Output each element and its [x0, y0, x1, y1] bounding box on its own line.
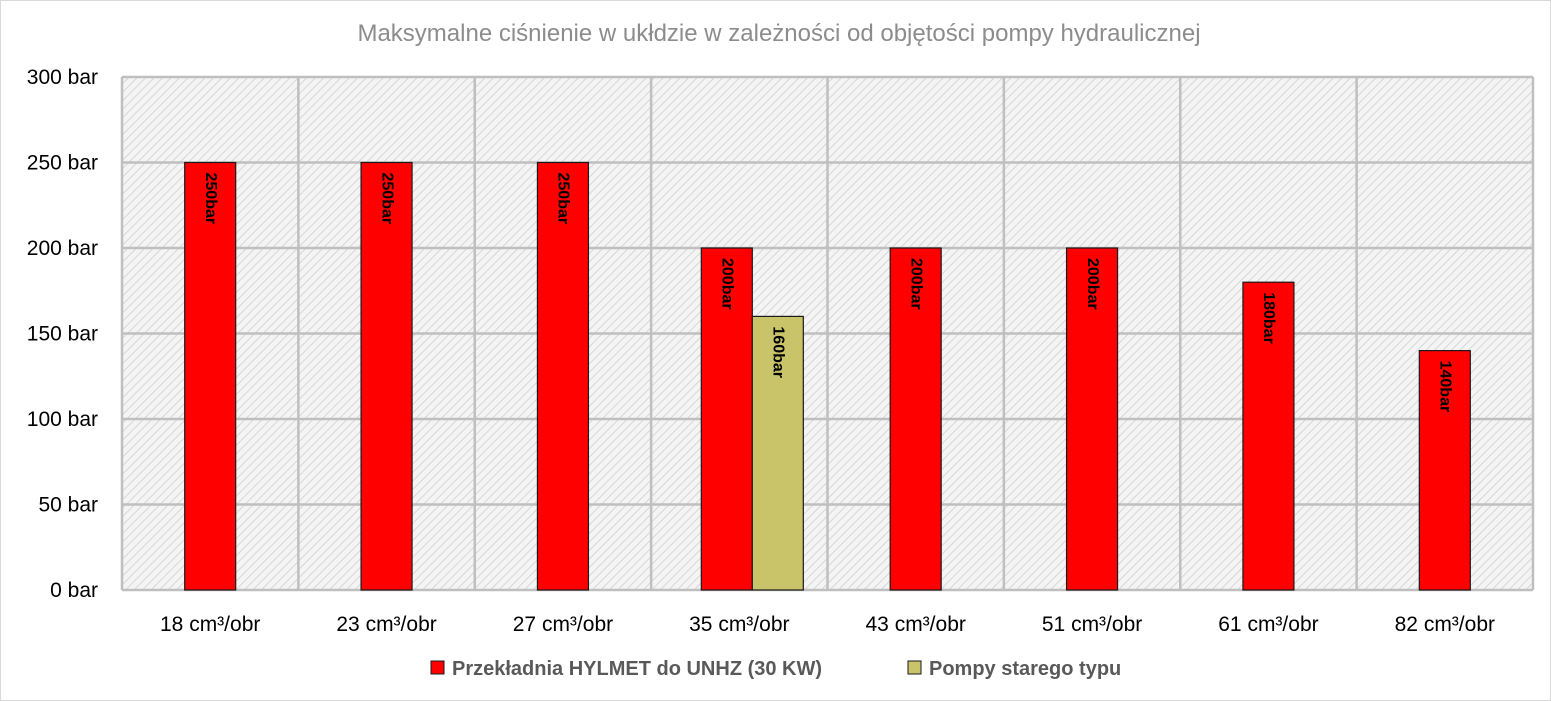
y-tick-label: 150 bar	[27, 323, 98, 346]
x-tick-label: 18 cm³/obr	[160, 613, 260, 636]
data-label: 160bar	[770, 326, 787, 378]
chart-title: Maksymalne ciśnienie w ukłdzie w zależno…	[357, 20, 1200, 47]
y-axis-ticks: 0 bar 50 bar 100 bar 150 bar 200 bar 250 bar 3…	[27, 66, 98, 602]
y-tick-label: 50 bar	[38, 494, 98, 517]
legend: Przekładnia HYLMET do UNHZ (30 KW) Pompy …	[430, 658, 1121, 680]
bar-hylmet-5	[1065, 247, 1119, 591]
bar-hylmet-3	[700, 247, 753, 591]
y-tick-label: 300 bar	[27, 66, 98, 89]
x-tick-label: 82 cm³/obr	[1395, 613, 1495, 636]
x-axis-ticks: 18 cm³/obr 23 cm³/obr 27 cm³/obr 35 cm³/obr…	[160, 613, 1495, 636]
bar-hylmet-1	[360, 161, 413, 591]
data-label: 140bar	[1437, 361, 1454, 413]
data-label: 250bar	[555, 173, 572, 225]
x-tick-label: 51 cm³/obr	[1042, 613, 1142, 636]
bar-hylmet-4	[889, 247, 942, 591]
data-label: 250bar	[202, 173, 219, 225]
legend-swatch-0	[430, 660, 445, 675]
bar-hylmet-7	[1418, 350, 1471, 591]
data-label: 200bar	[907, 258, 924, 310]
y-tick-label: 200 bar	[27, 237, 98, 260]
data-label: 200bar	[1084, 258, 1101, 310]
data-label: 180bar	[1260, 292, 1277, 344]
data-label: 200bar	[719, 258, 736, 310]
bar-hylmet-2	[536, 161, 590, 591]
y-tick-label: 0 bar	[50, 579, 98, 602]
y-tick-label: 100 bar	[27, 408, 98, 431]
legend-swatch-1	[907, 660, 922, 675]
x-tick-label: 61 cm³/obr	[1218, 613, 1318, 636]
x-tick-label: 27 cm³/obr	[513, 613, 613, 636]
bar-hylmet-0	[184, 161, 237, 591]
x-tick-label: 35 cm³/obr	[689, 613, 789, 636]
grid-lines	[120, 75, 1535, 592]
data-label: 250bar	[378, 173, 395, 225]
bar-stary-typ-3	[751, 315, 804, 591]
bars: 250bar 250bar 250bar 200bar 160bar 200bar 200b…	[184, 161, 1471, 591]
legend-label-1: Pompy starego typu	[929, 658, 1121, 680]
legend-label-0: Przekładnia HYLMET do UNHZ (30 KW)	[452, 658, 822, 680]
x-tick-label: 23 cm³/obr	[336, 613, 436, 636]
x-tick-label: 43 cm³/obr	[866, 613, 966, 636]
bar-hylmet-6	[1242, 281, 1295, 591]
y-tick-label: 250 bar	[27, 152, 98, 175]
